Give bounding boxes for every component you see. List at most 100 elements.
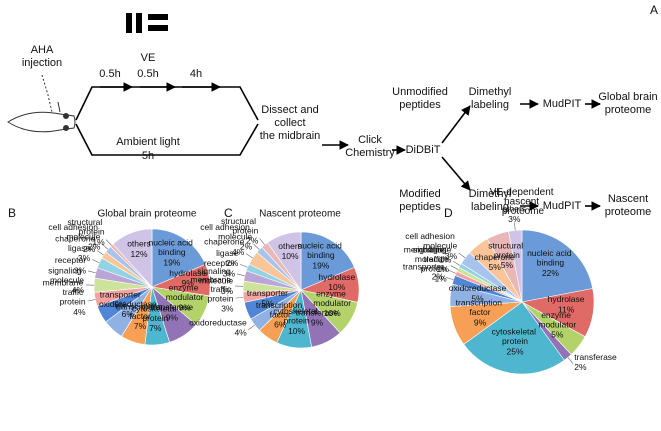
slice-value: 5% bbox=[114, 300, 127, 310]
slice-label: nucleic acid binding bbox=[148, 238, 195, 258]
slice-value: 19% bbox=[312, 260, 329, 270]
leader-line bbox=[248, 324, 255, 331]
slice-label: enzyme modulator bbox=[166, 283, 204, 303]
panel-label: D bbox=[444, 206, 453, 220]
step-label: Chemistry bbox=[345, 147, 395, 159]
slice-label: others bbox=[502, 204, 526, 214]
slice-label: nucleic acid binding bbox=[527, 248, 574, 267]
slice-label: transcription factor bbox=[116, 302, 165, 322]
leader-line bbox=[96, 250, 104, 256]
slice-value: 5% bbox=[261, 298, 274, 308]
slice-value: 3% bbox=[508, 214, 521, 224]
slice-label: signaling molecule bbox=[48, 266, 84, 286]
slice-value: 3% bbox=[221, 286, 234, 296]
slice-value: 5% bbox=[471, 293, 484, 303]
slice-label: membrane traffic protein bbox=[404, 245, 447, 274]
leader-line bbox=[448, 269, 457, 274]
pie-slice bbox=[112, 228, 153, 288]
slice-value: 12% bbox=[131, 249, 148, 259]
slice-label: oxidoreductase bbox=[99, 299, 157, 309]
pie-slice bbox=[151, 228, 206, 288]
slice-label: cell adhesion molecule bbox=[200, 222, 252, 242]
slice-label: receptor bbox=[55, 255, 86, 265]
step-label: the midbrain bbox=[260, 130, 321, 142]
slice-value: 5% bbox=[488, 262, 501, 272]
slice-value: 1% bbox=[434, 274, 447, 284]
step-label: Unmodified bbox=[392, 86, 448, 98]
leader-line bbox=[259, 238, 265, 246]
slice-value: 3% bbox=[74, 265, 87, 275]
pie-slice bbox=[300, 231, 355, 291]
leader-line bbox=[514, 222, 516, 231]
slice-label: hydrolase bbox=[548, 294, 585, 304]
slice-label: transporter bbox=[247, 288, 288, 298]
step-label: peptides bbox=[399, 99, 441, 111]
step-label: collect bbox=[274, 117, 305, 129]
slice-label: nucleic acid binding bbox=[297, 241, 344, 261]
step-label: Click bbox=[358, 134, 382, 146]
slice-label: chaperone bbox=[55, 234, 95, 244]
slice-value: 2% bbox=[226, 258, 239, 268]
slice-label: transferase bbox=[151, 302, 194, 312]
slice-value: 7% bbox=[149, 323, 162, 333]
step-label: AHA bbox=[31, 44, 54, 56]
leader-line bbox=[236, 273, 245, 277]
slice-value: 6% bbox=[122, 309, 135, 319]
slice-label: structural protein bbox=[488, 241, 525, 261]
slice-value: 9% bbox=[182, 278, 195, 288]
slice-label: ligase bbox=[429, 245, 451, 255]
slice-value: 25% bbox=[507, 346, 524, 356]
step-label: peptides bbox=[399, 201, 441, 213]
leader-line bbox=[91, 259, 100, 264]
slice-value: 2% bbox=[88, 242, 101, 252]
slice-label: enzyme modulator bbox=[313, 289, 351, 309]
slice-value: 1% bbox=[439, 255, 452, 265]
ve-icon bbox=[126, 13, 168, 33]
leader-line bbox=[87, 299, 96, 302]
leader-line bbox=[245, 253, 253, 259]
slice-value: 2% bbox=[432, 272, 445, 282]
slice-label: receptor bbox=[204, 258, 235, 268]
slice-value: 9% bbox=[474, 317, 487, 327]
slice-value: 10% bbox=[328, 282, 345, 292]
slice-value: 3% bbox=[223, 268, 236, 278]
slice-label: enzyme modulator bbox=[538, 310, 576, 330]
slice-value: 1% bbox=[92, 237, 105, 247]
slice-label: cell adhesion molecule bbox=[48, 222, 100, 242]
slice-value: 4% bbox=[73, 307, 86, 317]
arrow bbox=[441, 105, 471, 144]
slice-label: signaling molecule bbox=[413, 245, 449, 265]
slice-label: transferase bbox=[296, 308, 339, 318]
slice-label: oxidoreductase bbox=[449, 283, 507, 293]
slice-label: cell adhesion molecule bbox=[405, 231, 457, 251]
leader-line bbox=[240, 263, 248, 268]
slice-label: ligase bbox=[216, 248, 238, 258]
slice-value: 4% bbox=[72, 285, 85, 295]
fish bbox=[7, 74, 76, 133]
pie-slice bbox=[463, 301, 565, 375]
step-label: Dimethyl bbox=[469, 86, 512, 98]
step-label: 4h bbox=[190, 68, 202, 80]
slice-label: transcription factor bbox=[256, 300, 305, 320]
slice-value: 7% bbox=[134, 321, 147, 331]
panel-label: C bbox=[224, 206, 233, 220]
slice-value: 2% bbox=[83, 244, 96, 254]
slice-value: 11% bbox=[558, 304, 575, 314]
leader-line bbox=[567, 357, 574, 364]
slice-label: structural protein bbox=[67, 217, 105, 237]
pie-slice bbox=[267, 231, 302, 291]
panel-label: A bbox=[650, 3, 658, 17]
slice-label: hydrolase bbox=[318, 272, 355, 282]
slice-label: transferase bbox=[574, 352, 617, 362]
slice-value: 5% bbox=[551, 330, 564, 340]
connector bbox=[75, 123, 259, 156]
slice-value: 4% bbox=[232, 247, 245, 257]
slice-label: membrane traffic protein bbox=[191, 275, 234, 304]
leader-line bbox=[101, 243, 109, 250]
slice-label: signaling molecule bbox=[197, 266, 233, 286]
slice-label: oxidoreductase bbox=[189, 318, 247, 328]
step-label: Modified bbox=[399, 188, 441, 200]
step-label: injection bbox=[22, 57, 62, 69]
leader-line bbox=[235, 296, 244, 299]
arrow bbox=[441, 156, 471, 191]
